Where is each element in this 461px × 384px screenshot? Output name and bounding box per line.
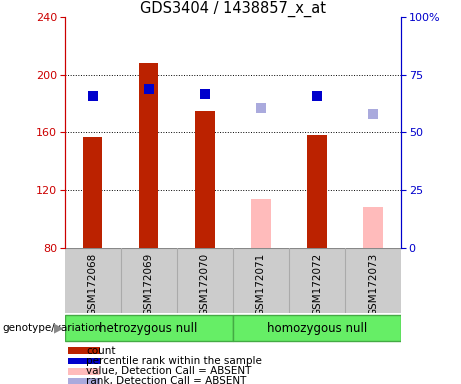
Text: genotype/variation: genotype/variation <box>2 323 101 333</box>
Text: percentile rank within the sample: percentile rank within the sample <box>86 356 262 366</box>
Bar <box>65 315 233 341</box>
Text: GSM172072: GSM172072 <box>312 253 322 316</box>
Text: hetrozygous null: hetrozygous null <box>100 322 198 335</box>
Bar <box>363 207 383 248</box>
Bar <box>68 348 100 354</box>
Text: GSM172071: GSM172071 <box>256 253 266 316</box>
Text: GSM172069: GSM172069 <box>144 253 154 316</box>
Text: rank, Detection Call = ABSENT: rank, Detection Call = ABSENT <box>86 376 247 384</box>
Text: homozygous null: homozygous null <box>267 322 367 335</box>
Bar <box>68 358 100 364</box>
Text: ▶: ▶ <box>54 322 64 335</box>
Bar <box>195 111 214 248</box>
Bar <box>139 63 159 248</box>
Bar <box>68 378 100 384</box>
Bar <box>233 315 401 341</box>
Text: value, Detection Call = ABSENT: value, Detection Call = ABSENT <box>86 366 252 376</box>
Text: GSM172073: GSM172073 <box>368 253 378 316</box>
Text: count: count <box>86 346 116 356</box>
Text: GSM172070: GSM172070 <box>200 253 210 316</box>
Bar <box>83 137 102 248</box>
Text: GSM172068: GSM172068 <box>88 253 98 316</box>
Title: GDS3404 / 1438857_x_at: GDS3404 / 1438857_x_at <box>140 1 326 17</box>
Bar <box>68 367 100 374</box>
Bar <box>251 199 271 248</box>
Bar <box>307 136 327 248</box>
